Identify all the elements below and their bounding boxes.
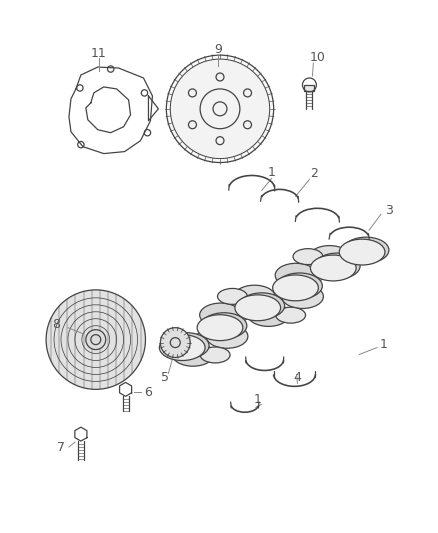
Ellipse shape	[200, 347, 230, 363]
Ellipse shape	[309, 246, 350, 270]
Ellipse shape	[201, 313, 247, 338]
Ellipse shape	[206, 325, 248, 348]
Ellipse shape	[276, 307, 306, 323]
Circle shape	[170, 59, 270, 158]
Ellipse shape	[311, 255, 356, 281]
Text: 11: 11	[91, 46, 106, 60]
Text: 7: 7	[57, 441, 65, 454]
Ellipse shape	[235, 295, 281, 321]
Text: 6: 6	[145, 386, 152, 399]
Ellipse shape	[239, 293, 285, 319]
Ellipse shape	[159, 335, 205, 360]
Text: 3: 3	[385, 204, 393, 217]
Text: 1: 1	[268, 166, 276, 179]
Ellipse shape	[343, 237, 389, 263]
Circle shape	[46, 290, 145, 389]
Ellipse shape	[163, 333, 209, 359]
Text: 1: 1	[254, 393, 261, 406]
Text: 2: 2	[311, 167, 318, 180]
Ellipse shape	[247, 303, 290, 326]
Ellipse shape	[277, 273, 322, 299]
Bar	[304, 85, 314, 91]
Ellipse shape	[339, 239, 385, 265]
Ellipse shape	[197, 315, 243, 341]
Ellipse shape	[314, 253, 360, 279]
Text: 10: 10	[309, 51, 325, 63]
Ellipse shape	[172, 342, 214, 366]
Ellipse shape	[293, 249, 323, 264]
Text: 9: 9	[214, 43, 222, 55]
Ellipse shape	[233, 285, 276, 309]
Ellipse shape	[218, 288, 247, 304]
Ellipse shape	[275, 263, 317, 287]
Text: 8: 8	[52, 318, 60, 331]
Circle shape	[86, 330, 106, 350]
Text: 1: 1	[380, 338, 388, 351]
Circle shape	[166, 55, 274, 163]
Text: 5: 5	[161, 371, 170, 384]
Ellipse shape	[200, 303, 241, 327]
Ellipse shape	[273, 275, 318, 301]
Ellipse shape	[282, 285, 323, 309]
Circle shape	[160, 328, 190, 358]
Text: 4: 4	[293, 371, 301, 384]
